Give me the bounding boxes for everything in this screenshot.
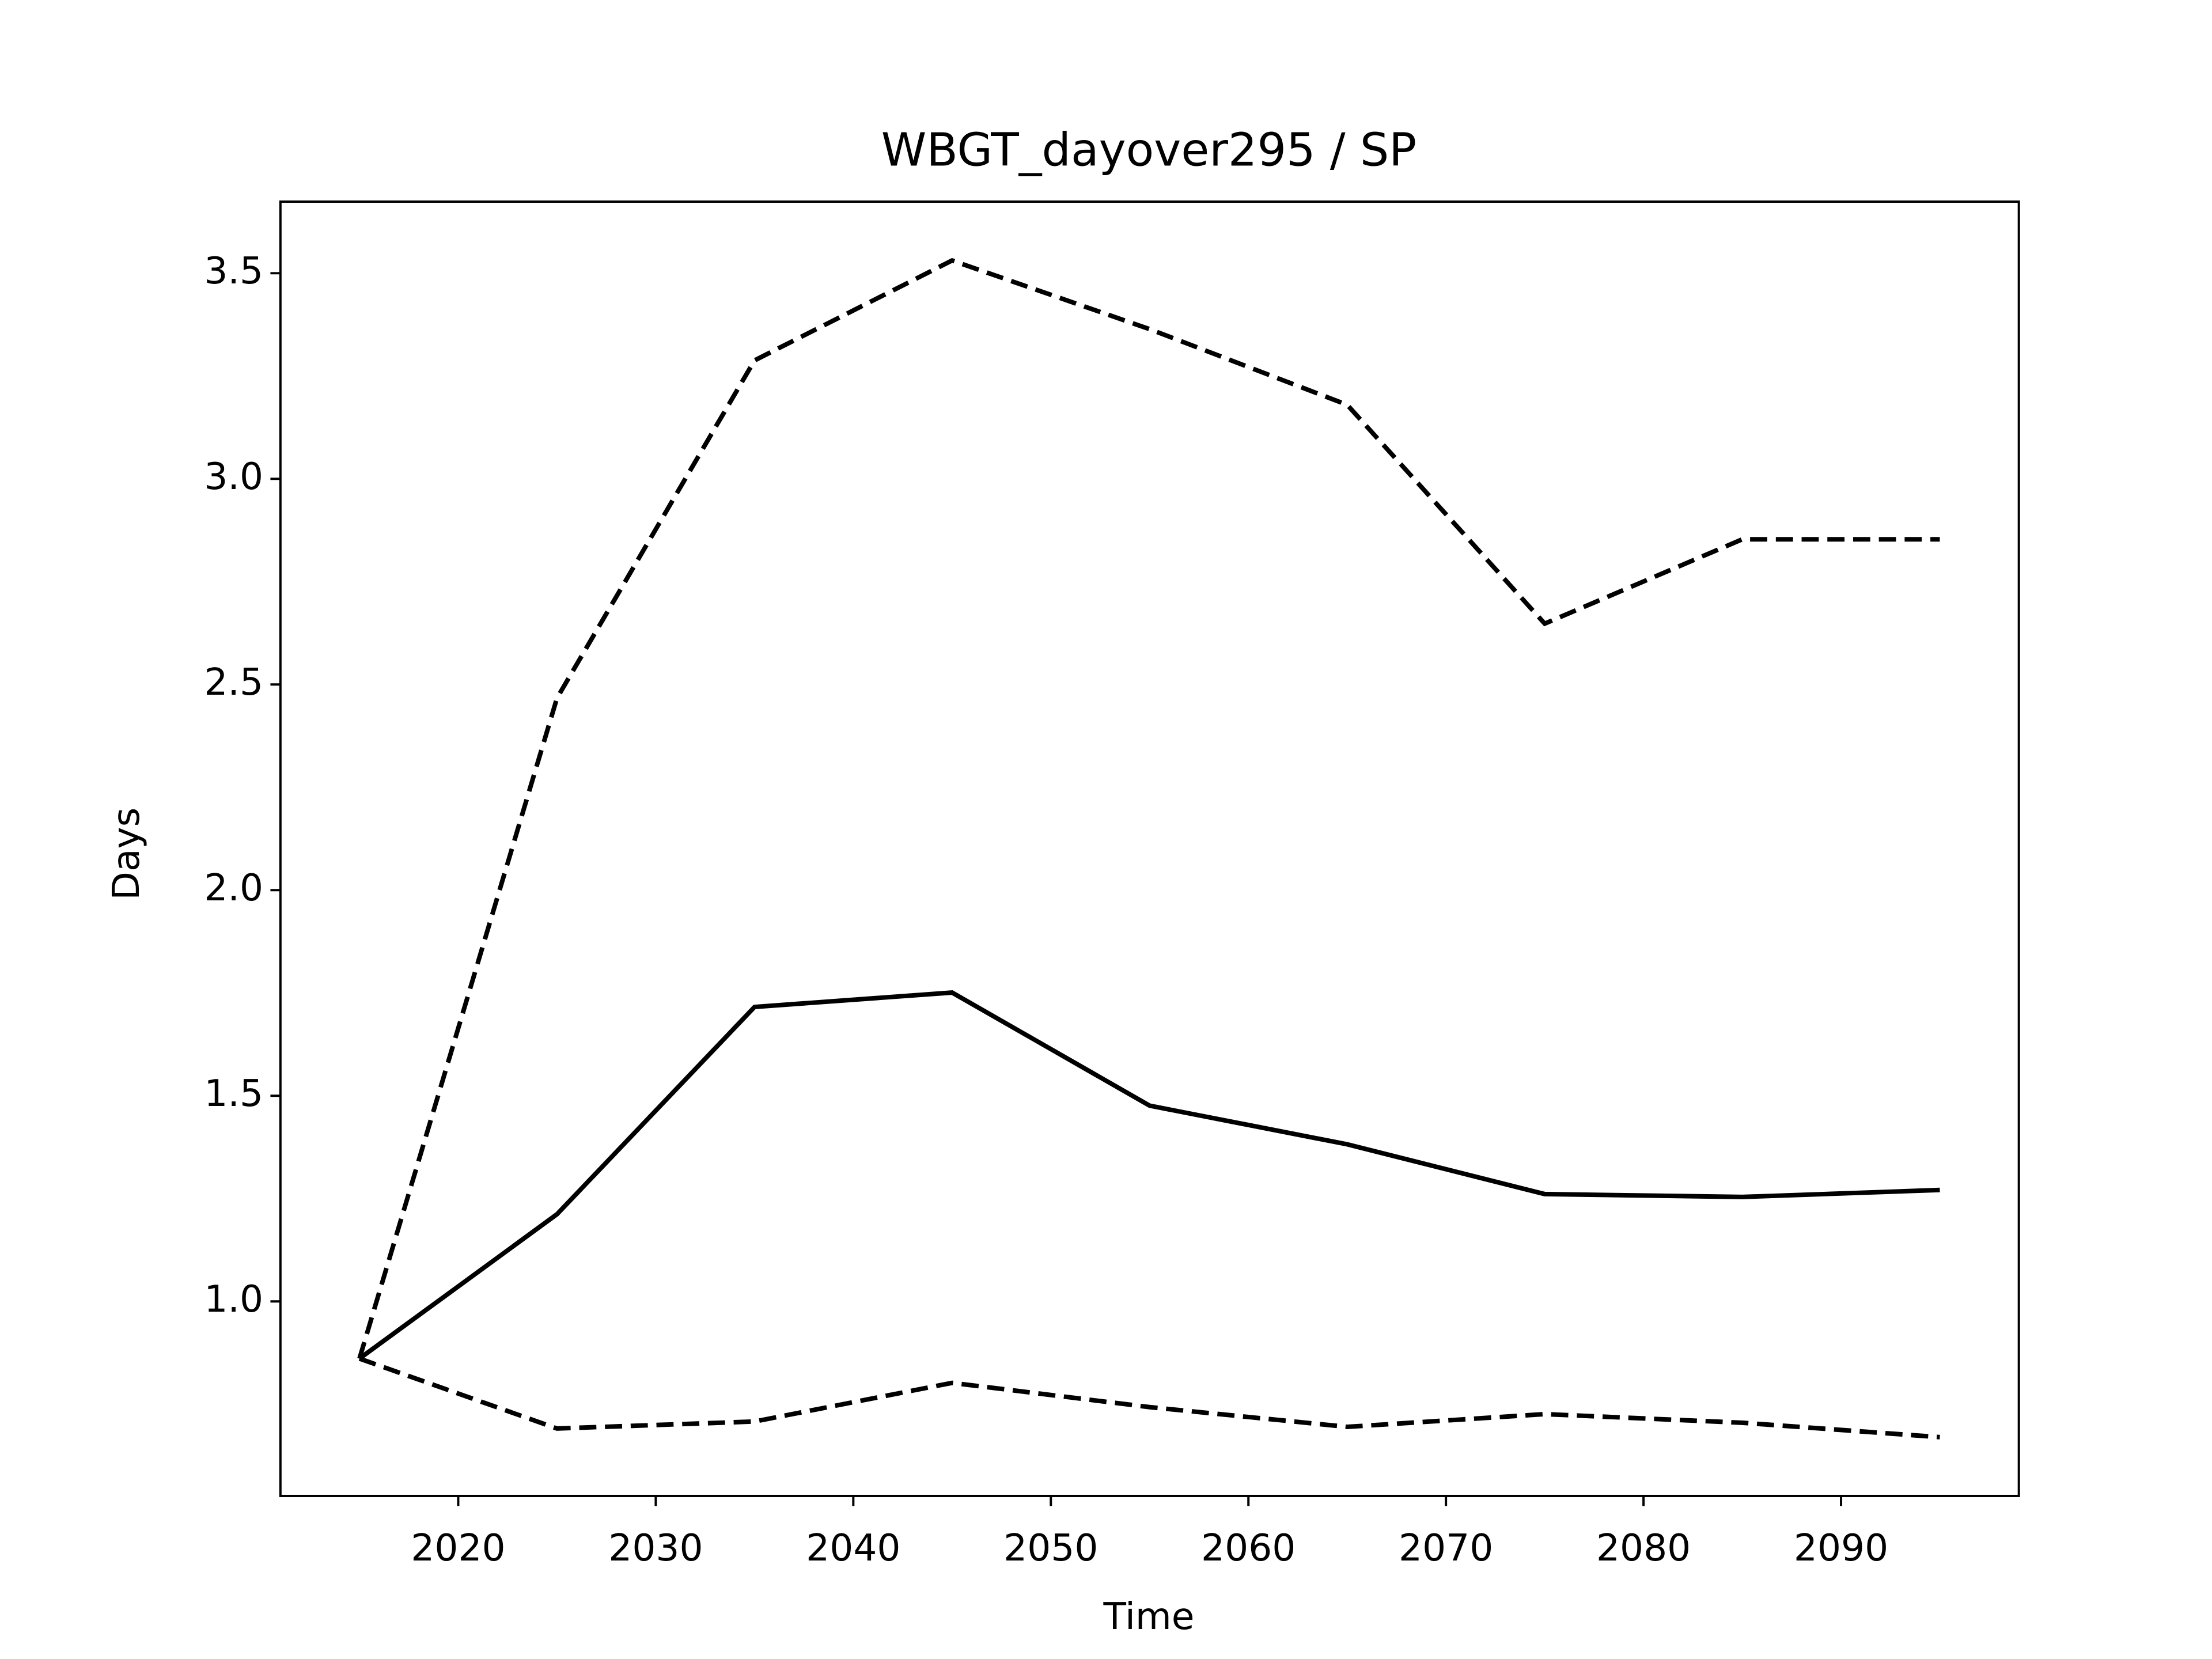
x-tick-label: 2020 xyxy=(411,1527,505,1570)
x-tick-label: 2090 xyxy=(1794,1527,1888,1570)
x-axis-label: Time xyxy=(1103,1595,1195,1638)
series-line xyxy=(358,990,1940,1361)
y-axis-label: Days xyxy=(105,808,148,900)
x-tick-label: 2070 xyxy=(1399,1527,1493,1570)
y-tick-label: 3.0 xyxy=(204,455,263,498)
y-tick-label: 1.0 xyxy=(204,1278,263,1321)
y-tick-label: 1.5 xyxy=(204,1072,263,1115)
x-tick-label: 2080 xyxy=(1596,1527,1691,1570)
x-tick-label: 2060 xyxy=(1201,1527,1296,1570)
plot-frame xyxy=(279,200,2020,1497)
y-tick-label: 2.0 xyxy=(204,866,263,910)
series-line xyxy=(358,1356,1940,1440)
chart-title: WBGT_dayover295 / SP xyxy=(881,123,1416,177)
x-tick-label: 2050 xyxy=(1003,1527,1098,1570)
x-tick-label: 2030 xyxy=(608,1527,703,1570)
x-tick-label: 2040 xyxy=(806,1527,900,1570)
y-tick-label: 3.5 xyxy=(204,249,263,293)
y-tick-label: 2.5 xyxy=(204,661,263,704)
